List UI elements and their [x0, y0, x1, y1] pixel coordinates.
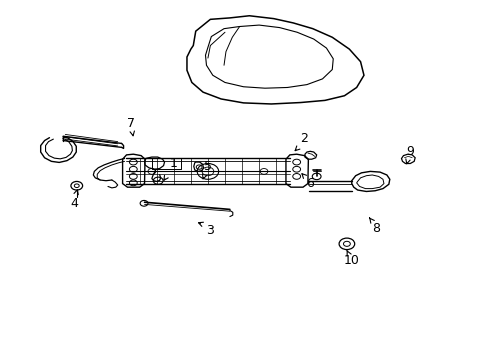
Text: 1: 1	[169, 157, 177, 170]
Text: 9: 9	[406, 145, 413, 158]
Text: 7: 7	[127, 117, 135, 130]
Text: 4: 4	[70, 197, 78, 210]
Text: 5: 5	[203, 160, 211, 173]
Text: 10: 10	[343, 254, 359, 267]
Text: 8: 8	[371, 222, 379, 235]
Text: 6: 6	[306, 177, 314, 190]
Text: 3: 3	[206, 224, 214, 237]
Text: 2: 2	[300, 132, 307, 145]
